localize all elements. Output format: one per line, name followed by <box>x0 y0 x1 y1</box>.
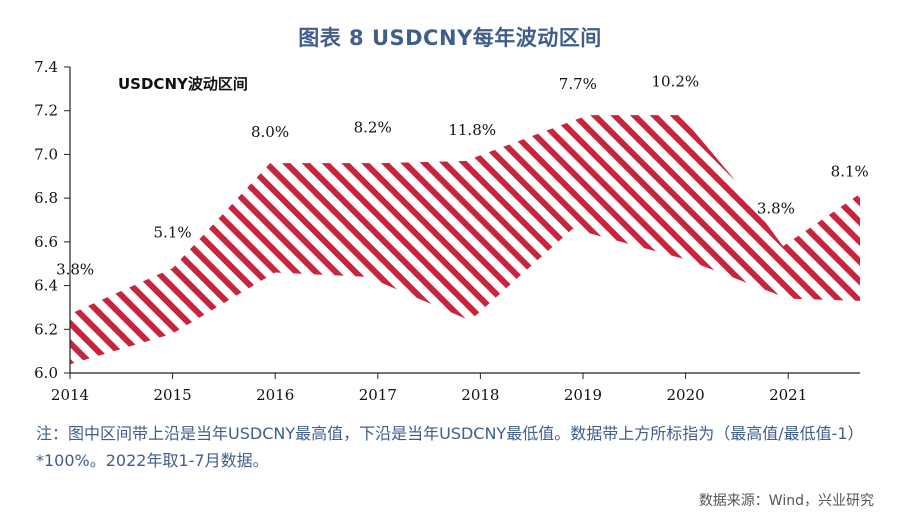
y-tick-label: 6.8 <box>34 189 58 207</box>
pct-label: 10.2% <box>651 73 699 91</box>
pct-label: 3.8% <box>757 199 795 217</box>
chart-svg: 6.0 6.2 6.4 6.6 6.8 7.0 7.2 7.4 2014 2015 2016 2017… <box>34 58 869 404</box>
volatility-band <box>70 115 860 365</box>
x-tick-label: 2021 <box>769 386 807 404</box>
y-tick-label: 6.6 <box>34 233 58 251</box>
pct-label: 8.0% <box>251 123 289 141</box>
series-label: USDCNY波动区间 <box>118 75 248 93</box>
x-tick-label: 2016 <box>256 386 294 404</box>
y-tick-label: 6.4 <box>34 277 58 295</box>
y-tick-label: 7.0 <box>34 145 58 163</box>
x-tick-label: 2015 <box>154 386 192 404</box>
pct-label: 7.7% <box>559 75 597 93</box>
pct-label: 8.2% <box>354 119 392 137</box>
y-tick-label: 7.4 <box>34 58 58 76</box>
pct-label: 5.1% <box>154 223 192 241</box>
x-tick-label: 2020 <box>666 386 704 404</box>
chart-title: 图表 8 USDCNY每年波动区间 <box>298 26 602 50</box>
x-tick-label: 2014 <box>51 386 89 404</box>
y-tick-label: 6.2 <box>34 320 58 338</box>
data-source: 数据来源：Wind，兴业研究 <box>698 493 874 509</box>
x-tick-label: 2019 <box>564 386 602 404</box>
chart-note: 注：图中区间带上沿是当年USDCNY最高值，下沿是当年USDCNY最低值。数据带… <box>36 424 864 470</box>
x-tick-label: 2017 <box>359 386 397 404</box>
pct-label: 3.8% <box>56 261 94 279</box>
pct-label: 8.1% <box>831 162 869 180</box>
y-tick-label: 7.2 <box>34 102 58 120</box>
y-tick-label: 6.0 <box>34 364 58 382</box>
x-tick-label: 2018 <box>461 386 499 404</box>
pct-label: 11.8% <box>448 121 496 139</box>
